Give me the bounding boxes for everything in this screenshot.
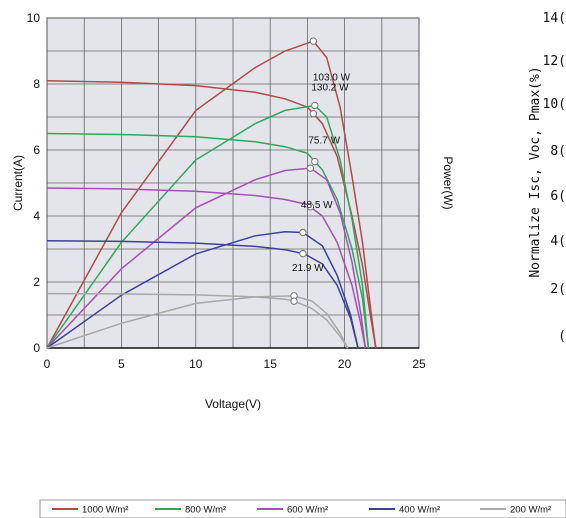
mpp-current-marker bbox=[290, 297, 298, 305]
mpp-current-marker bbox=[311, 157, 319, 166]
legend-box bbox=[39, 499, 566, 518]
max-power-label: 21.9 W bbox=[292, 263, 324, 274]
legend-item-label: 600 W/m² bbox=[287, 505, 328, 516]
iv-curve-400 bbox=[46, 240, 359, 349]
right-chart-y-tick-label: 12( bbox=[543, 54, 566, 69]
mpp-current-marker bbox=[309, 110, 318, 118]
right-chart-y-tick-label: 6( bbox=[550, 189, 566, 204]
legend-item-label: 400 W/m² bbox=[399, 505, 440, 516]
tick-labels: 0 5 10 15 20 25 0 2 4 6 8 10 bbox=[27, 11, 426, 371]
max-power-label: 103.0 W bbox=[313, 73, 351, 84]
iv-curve-600 bbox=[46, 187, 367, 349]
y-tick-label: 6 bbox=[33, 143, 40, 157]
mpp-current-marker bbox=[306, 203, 315, 211]
y-tick-label: 4 bbox=[33, 209, 40, 223]
max-power-marker bbox=[309, 37, 318, 45]
x-axis-label: Voltage(V) bbox=[205, 397, 261, 411]
right-chart-y-tick-label: 8( bbox=[550, 144, 566, 159]
y-tick-label: 0 bbox=[33, 341, 40, 355]
right-chart-y-tick-label: ( bbox=[558, 329, 566, 344]
legend-item-label: 200 W/m² bbox=[510, 505, 551, 516]
legend-item-label: 1000 W/m² bbox=[82, 505, 128, 516]
right-chart-y-tick-label: 14( bbox=[543, 11, 566, 26]
max-power-label: 48.5 W bbox=[301, 200, 333, 211]
mpp-current-marker bbox=[299, 249, 307, 258]
max-power-marker bbox=[311, 101, 319, 110]
legend-item-label: 800 W/m² bbox=[185, 505, 226, 516]
x-tick-label: 0 bbox=[44, 357, 51, 371]
max-power-label: 130.2 W bbox=[311, 83, 349, 94]
right-chart-y-axis-label: Normalize Isc, Voc, Pmax(%) bbox=[528, 66, 543, 277]
y2-axis-label: Power(W) bbox=[441, 156, 455, 209]
curves-layer bbox=[46, 40, 377, 349]
pv-curve-1000 bbox=[46, 40, 377, 349]
legend: 1000 W/m² 800 W/m² 600 W/m² 400 W/m² 200 W/m… bbox=[52, 505, 551, 516]
x-tick-label: 25 bbox=[412, 357, 426, 371]
right-chart-y-tick-label: 4( bbox=[550, 234, 566, 249]
y-tick-label: 2 bbox=[33, 275, 40, 289]
y-axis-label: Current(A) bbox=[11, 155, 25, 211]
x-tick-label: 15 bbox=[264, 357, 278, 371]
y-tick-label: 8 bbox=[33, 77, 40, 91]
max-power-marker bbox=[299, 228, 307, 237]
pv-curve-400 bbox=[46, 231, 359, 349]
iv-curve-200 bbox=[46, 292, 349, 349]
x-tick-label: 5 bbox=[118, 357, 125, 371]
right-chart-y-tick-label: 2( bbox=[550, 282, 566, 297]
y-tick-label: 10 bbox=[27, 11, 41, 25]
x-tick-label: 10 bbox=[189, 357, 203, 371]
max-power-label: 75.7 W bbox=[308, 135, 340, 146]
iv-curve-800 bbox=[46, 132, 370, 349]
x-tick-label: 20 bbox=[338, 357, 352, 371]
right-chart-y-tick-label: 10( bbox=[543, 97, 566, 112]
max-power-marker bbox=[306, 164, 315, 172]
right-chart-tick-labels: 14( 12( 10( 8( 6( 4( 2( ( bbox=[543, 11, 566, 344]
